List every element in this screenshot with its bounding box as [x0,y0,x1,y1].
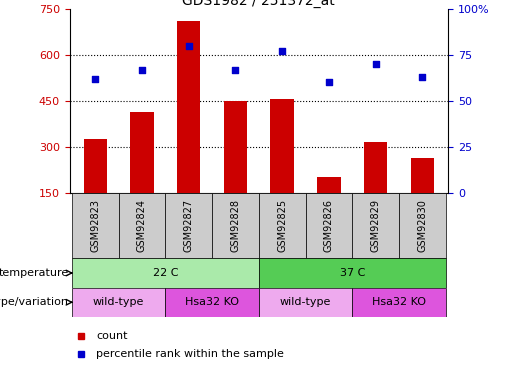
Text: count: count [96,331,128,340]
Text: GSM92828: GSM92828 [230,199,241,252]
Bar [130,112,153,193]
Bar [399,193,445,258]
Title: GDS1982 / 251372_at: GDS1982 / 251372_at [182,0,335,8]
Point [278,48,286,54]
Bar [72,288,165,317]
Bar [259,258,445,288]
Text: genotype/variation: genotype/variation [0,297,68,307]
Text: GSM92824: GSM92824 [137,199,147,252]
Point [91,76,99,82]
Bar [270,99,294,193]
Point [184,43,193,49]
Text: wild-type: wild-type [280,297,331,307]
Text: Hsa32 KO: Hsa32 KO [372,297,426,307]
Bar [224,101,247,193]
Bar [364,142,387,193]
Bar [72,193,118,258]
Point [325,80,333,86]
Bar [352,288,445,317]
Text: Hsa32 KO: Hsa32 KO [185,297,239,307]
Text: GSM92823: GSM92823 [90,199,100,252]
Bar [72,258,259,288]
Bar [410,158,434,193]
Bar [177,21,200,193]
Bar [259,193,305,258]
Point [231,67,239,73]
Text: GSM92826: GSM92826 [324,199,334,252]
Point [418,74,426,80]
Bar [352,193,399,258]
Bar [83,139,107,193]
Text: wild-type: wild-type [93,297,144,307]
Text: 22 C: 22 C [152,268,178,278]
Text: percentile rank within the sample: percentile rank within the sample [96,350,284,359]
Bar [165,193,212,258]
Text: GSM92827: GSM92827 [184,199,194,252]
Bar [317,177,340,193]
Text: GSM92829: GSM92829 [371,199,381,252]
Bar [118,193,165,258]
Text: temperature: temperature [0,268,68,278]
Bar [305,193,352,258]
Bar [259,288,352,317]
Text: GSM92825: GSM92825 [277,199,287,252]
Bar [165,288,259,317]
Text: 37 C: 37 C [339,268,365,278]
Bar [212,193,259,258]
Text: GSM92830: GSM92830 [417,199,427,252]
Point [371,61,380,67]
Point [138,67,146,73]
